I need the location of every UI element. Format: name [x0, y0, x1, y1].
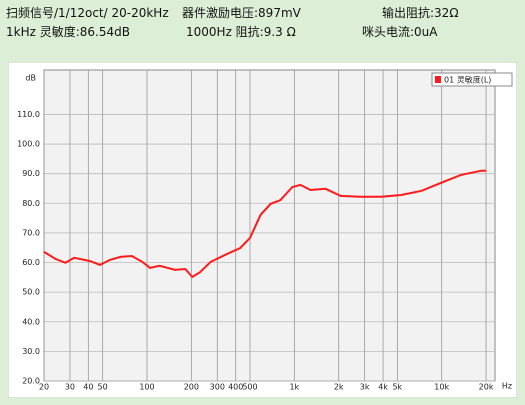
x-tick-label: 100	[139, 383, 154, 392]
x-tick-label: 1k	[289, 383, 299, 392]
legend-label: 01 灵敏度(L)	[444, 75, 491, 85]
x-tick-label: 10k	[434, 383, 449, 392]
voltage: 器件激励电压:897mV	[182, 6, 301, 20]
y-axis-label: dB	[25, 74, 36, 83]
series-line	[43, 169, 487, 279]
x-tick-label: 20	[39, 383, 49, 392]
y-tick-label: 20.0	[22, 377, 40, 386]
x-tick-label: 3k	[360, 383, 370, 392]
x-axis-label: Hz	[502, 382, 512, 391]
chart: dB Hz 20.0 30.0 40.0 50.0 60.0 70.0 80.0 90.0 10…	[8, 62, 517, 398]
x-tick-label: 5k	[392, 383, 402, 392]
plot-area	[43, 69, 496, 382]
y-tick-label: 110.0	[17, 110, 40, 119]
mic-current: 咪头电流:0uA	[362, 25, 438, 39]
y-tick-label: 60.0	[22, 258, 40, 267]
legend-swatch	[435, 76, 441, 83]
x-tick-label: 200	[184, 383, 199, 392]
legend-box	[431, 72, 513, 87]
x-tick-label: 30	[65, 383, 75, 392]
x-tick-label: 40	[83, 383, 93, 392]
y-tick-label: 30.0	[22, 347, 40, 356]
x-tick-label: 2k	[334, 383, 344, 392]
x-tick-label: 300	[210, 383, 225, 392]
x-tick-label: 50	[98, 383, 108, 392]
y-tick-label: 80.0	[22, 199, 40, 208]
y-tick-label: 90.0	[22, 169, 40, 178]
output-impedance: 输出阻抗:32Ω	[382, 6, 459, 20]
x-tick-label: 500	[242, 383, 257, 392]
y-tick-label: 70.0	[22, 228, 40, 237]
x-tick-label: 4k	[378, 383, 388, 392]
signal: 扫频信号/1/12oct/ 20-20kHz	[6, 6, 169, 20]
impedance: 1000Hz 阻抗:9.3 Ω	[186, 25, 296, 39]
sensitivity: 1kHz 灵敏度:86.54dB	[6, 25, 130, 39]
y-tick-label: 100.0	[17, 140, 40, 149]
x-tick-label: 20k	[479, 383, 494, 392]
y-tick-label: 40.0	[22, 317, 40, 326]
y-tick-label: 50.0	[22, 288, 40, 297]
x-tick-label: 400	[228, 383, 243, 392]
